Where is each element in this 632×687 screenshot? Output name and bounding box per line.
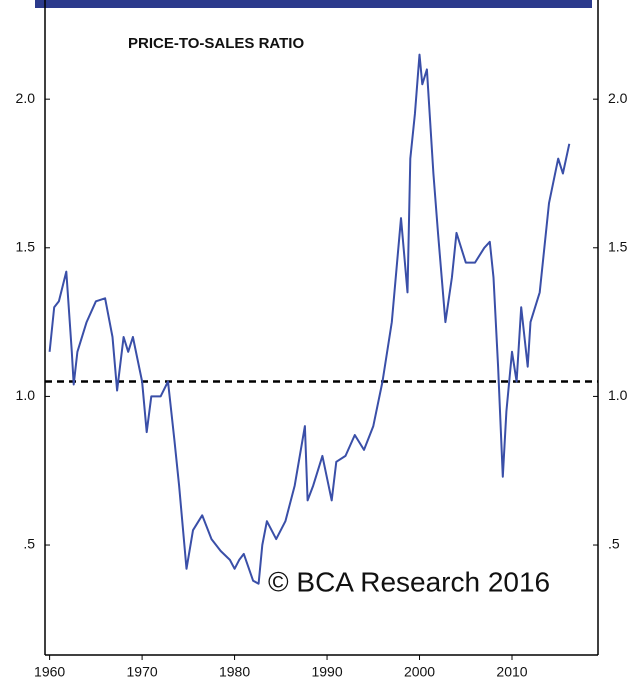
x-tick-label: 1960: [34, 664, 65, 680]
y-tick-label: .5: [608, 536, 620, 552]
x-tick-label: 2000: [404, 664, 435, 680]
header-bar: [35, 0, 592, 8]
y-tick-label: 1.5: [16, 238, 36, 254]
source-note: © BCA Research 2016: [268, 566, 550, 597]
y-tick-label: .5: [23, 536, 35, 552]
y-tick-label: 1.5: [608, 238, 628, 254]
x-tick-label: 2010: [496, 664, 527, 680]
y-tick-label: 1.0: [608, 387, 628, 403]
x-tick-label: 1980: [219, 664, 250, 680]
y-tick-label: 1.0: [16, 387, 36, 403]
y-tick-label: 2.0: [16, 90, 36, 106]
chart-title: PRICE-TO-SALES RATIO: [128, 35, 304, 52]
y-tick-label: 2.0: [608, 90, 628, 106]
x-tick-label: 1970: [127, 664, 158, 680]
data-line: [48, 53, 571, 585]
x-tick-label: 1990: [311, 664, 342, 680]
